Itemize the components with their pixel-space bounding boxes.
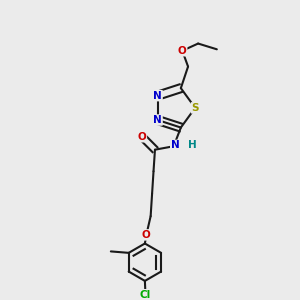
Text: Cl: Cl: [140, 290, 151, 300]
Text: N: N: [171, 140, 179, 150]
Text: S: S: [191, 103, 199, 113]
Text: O: O: [142, 230, 151, 240]
Text: O: O: [178, 46, 187, 56]
Text: H: H: [188, 140, 197, 150]
Text: N: N: [153, 115, 162, 125]
Text: O: O: [138, 132, 146, 142]
Text: N: N: [153, 91, 162, 101]
